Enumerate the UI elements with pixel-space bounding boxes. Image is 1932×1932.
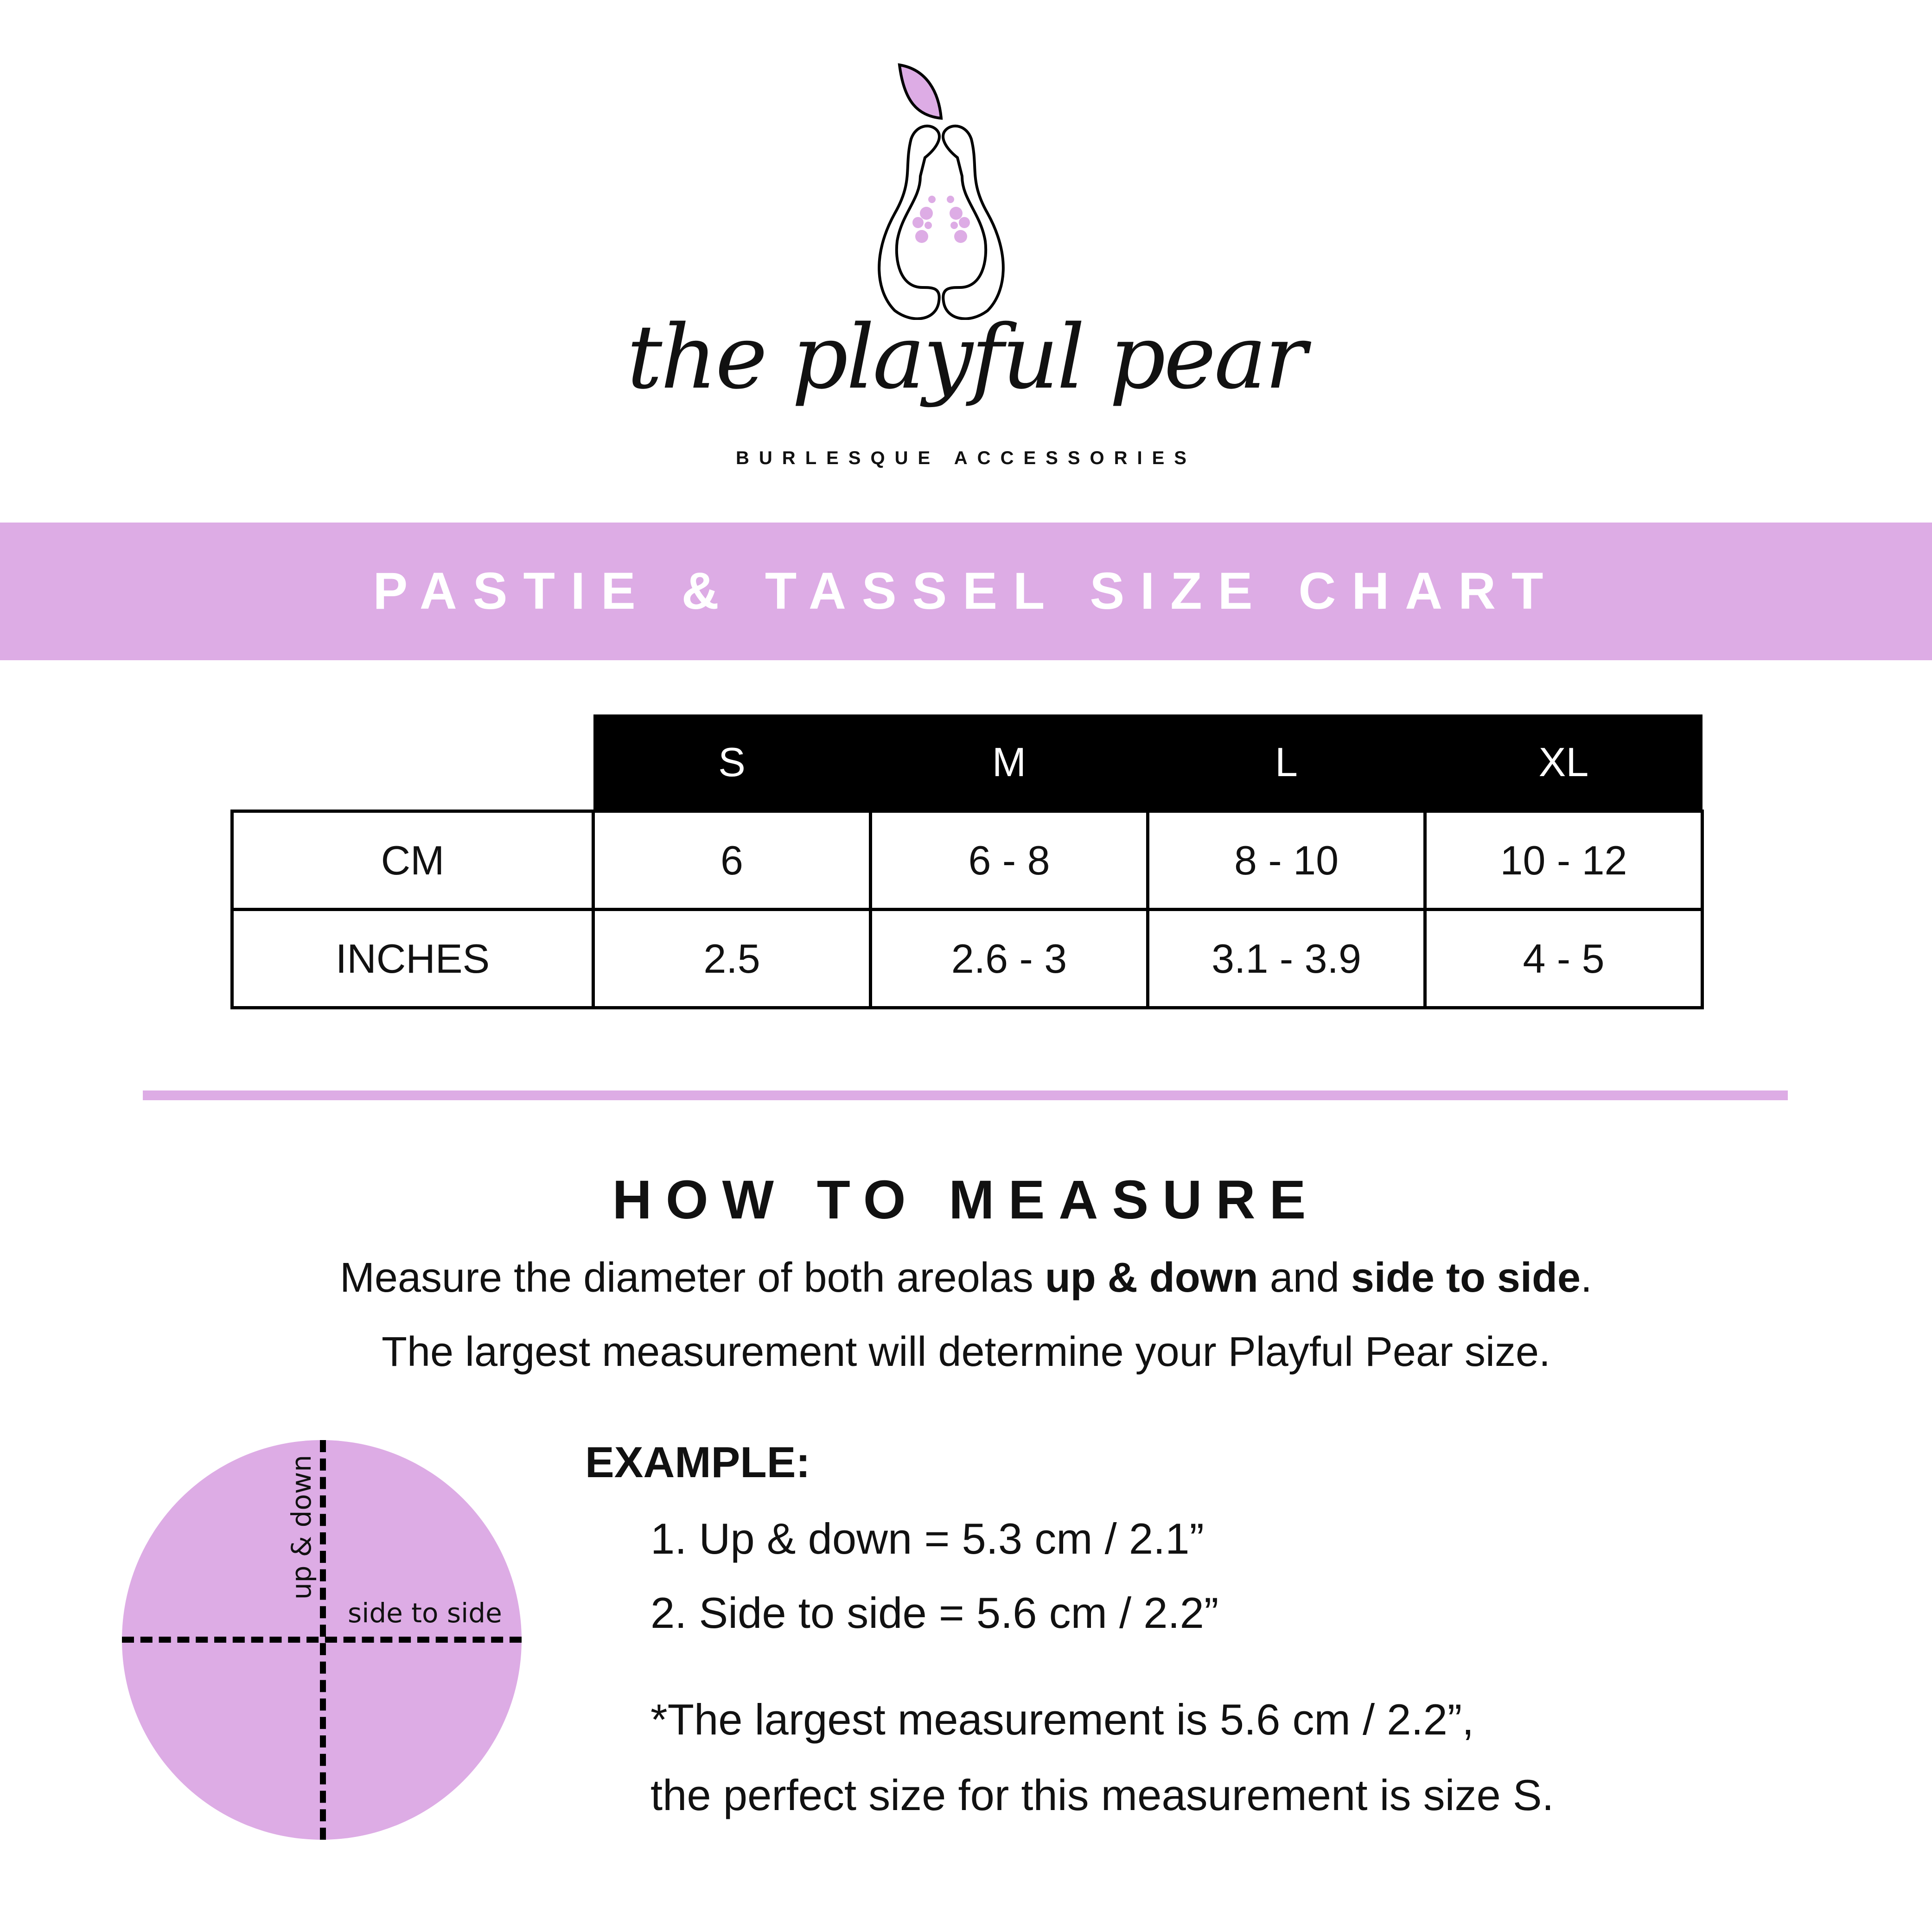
size-header-row: S M L XL xyxy=(232,714,1702,811)
table-cell: 2.5 xyxy=(592,908,872,1009)
emphasis: up & down xyxy=(1045,1255,1258,1301)
table-cell: 4 - 5 xyxy=(1423,908,1704,1009)
example-title: EXAMPLE: xyxy=(585,1438,810,1486)
pear-logo-icon xyxy=(878,63,1005,320)
size-header-s: S xyxy=(593,714,871,811)
size-header-m: M xyxy=(870,714,1148,811)
horizontal-dashed-line xyxy=(122,1637,522,1643)
row-label: INCHES xyxy=(230,908,595,1009)
title-banner xyxy=(0,523,1932,660)
logo-wordmark: the playful pear xyxy=(627,306,1307,408)
section-divider xyxy=(143,1090,1788,1100)
emphasis: side to side xyxy=(1351,1255,1581,1301)
size-table: S M L XL CM 6 6 - 8 8 - 10 10 - 12 INCHE… xyxy=(230,714,1704,1009)
table-cell: 6 xyxy=(592,810,872,911)
table-row-inches: INCHES 2.5 2.6 - 3 3.1 - 3.9 4 - 5 xyxy=(230,908,1704,1009)
text: . xyxy=(1581,1255,1593,1301)
table-row-cm: CM 6 6 - 8 8 - 10 10 - 12 xyxy=(230,810,1704,911)
size-header-l: L xyxy=(1148,714,1425,811)
text: Measure the diameter of both areolas xyxy=(339,1255,1045,1301)
table-cell: 6 - 8 xyxy=(869,810,1149,911)
section-heading: HOW TO MEASURE xyxy=(612,1169,1320,1231)
table-cell: 2.6 - 3 xyxy=(869,908,1149,1009)
side-to-side-label: side to side xyxy=(348,1597,502,1629)
text: and xyxy=(1258,1255,1351,1301)
header-corner xyxy=(232,714,593,811)
size-header-xl: XL xyxy=(1425,714,1702,811)
instruction-line-1: Measure the diameter of both areolas up … xyxy=(0,1254,1932,1302)
up-down-label: up & down xyxy=(286,1454,317,1600)
example-note-1: *The largest measurement is 5.6 cm / 2.2… xyxy=(650,1695,1474,1744)
table-cell: 10 - 12 xyxy=(1423,810,1704,911)
example-note-2: the perfect size for this measurement is… xyxy=(650,1771,1554,1819)
logo-tagline: BURLESQUE ACCESSORIES xyxy=(736,448,1196,468)
page-title: PASTIE & TASSEL SIZE CHART xyxy=(373,562,1559,620)
example-item-1: 1. Up & down = 5.3 cm / 2.1” xyxy=(650,1514,1204,1563)
example-item-2: 2. Side to side = 5.6 cm / 2.2” xyxy=(650,1588,1219,1637)
instruction-line-2: The largest measurement will determine y… xyxy=(381,1329,1551,1375)
row-label: CM xyxy=(230,810,595,911)
table-cell: 8 - 10 xyxy=(1146,810,1427,911)
table-cell: 3.1 - 3.9 xyxy=(1146,908,1427,1009)
